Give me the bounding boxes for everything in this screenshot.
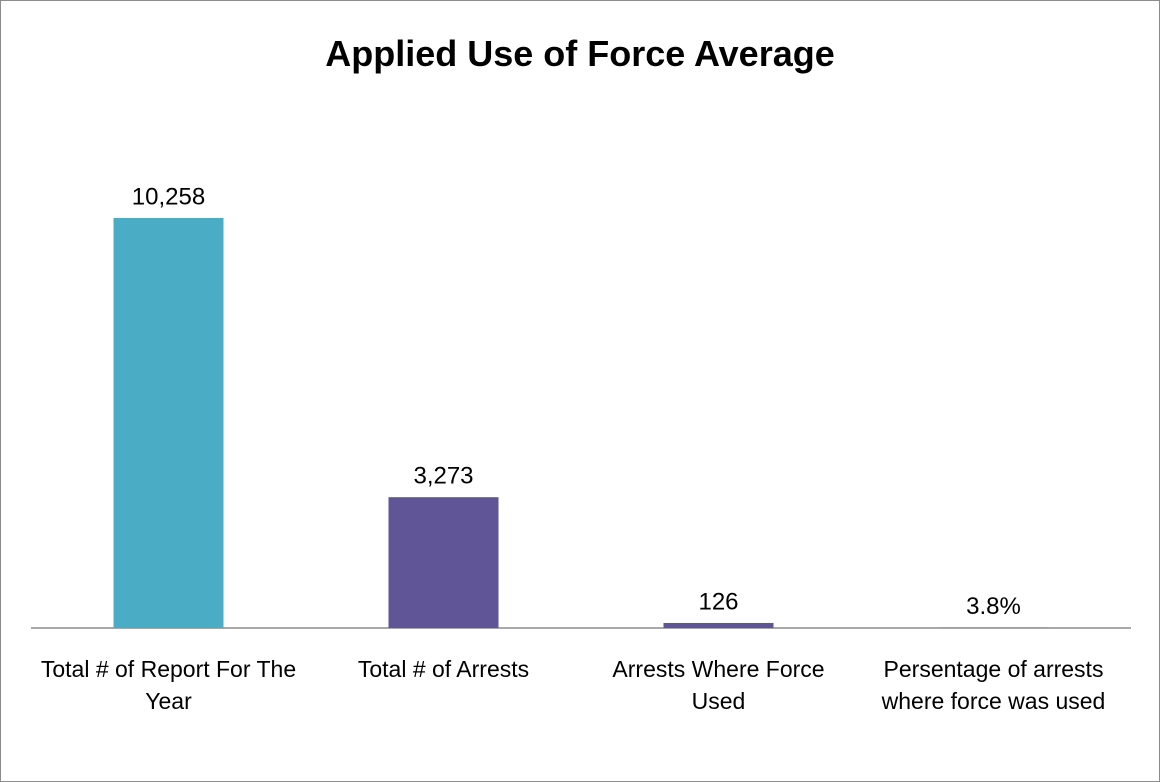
x-tick-label: Persentage of arrests where force was us… — [881, 656, 1106, 714]
bar — [388, 497, 499, 628]
value-label: 3.8% — [966, 593, 1021, 620]
x-tick-label: Arrests Where Force Used — [612, 656, 825, 714]
chart-title: Applied Use of Force Average — [325, 33, 835, 74]
x-tick-label: Total # of Report For The Year — [40, 656, 297, 714]
value-label: 126 — [698, 588, 738, 615]
bar — [113, 218, 224, 628]
bar — [663, 622, 774, 628]
value-label: 3,273 — [413, 463, 473, 490]
x-tick-label: Total # of Arrests — [357, 656, 530, 682]
value-label: 10,258 — [132, 183, 205, 210]
